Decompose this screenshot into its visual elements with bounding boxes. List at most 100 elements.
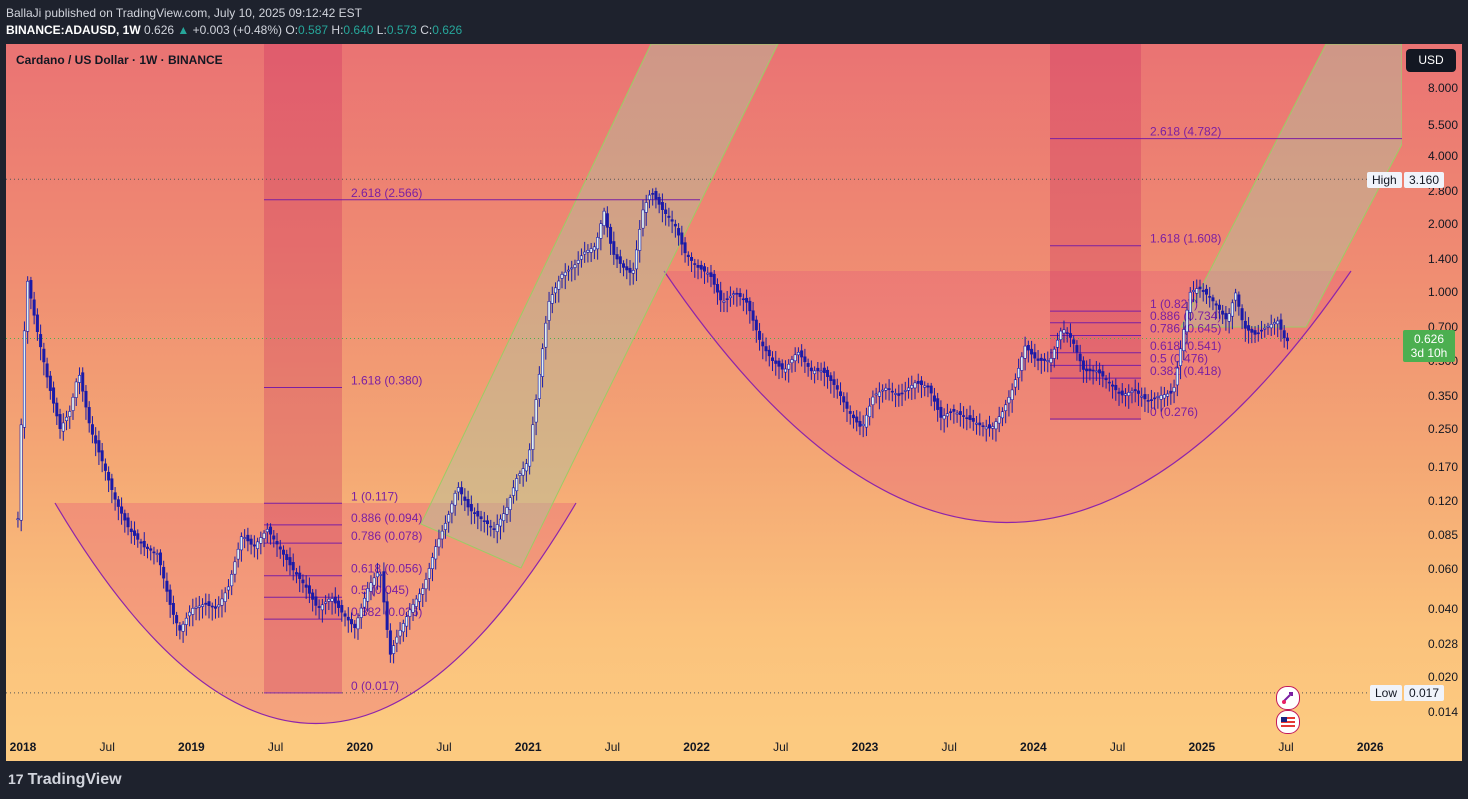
candle-body — [570, 267, 574, 270]
candle-body — [1078, 353, 1082, 362]
candle-body — [48, 375, 52, 391]
candle-body — [1185, 309, 1189, 333]
candle-body — [1263, 327, 1267, 330]
chart-plot-area[interactable]: 2.618 (2.566) 1.618 (0.380) 1 (0.117) 0.886… — [6, 44, 1402, 734]
candle-body — [693, 263, 697, 265]
candle-body — [647, 194, 651, 200]
candle-body — [188, 611, 192, 617]
candle-body — [1124, 393, 1128, 396]
candle-body — [126, 517, 130, 528]
candle-body — [1043, 358, 1047, 361]
candle-body — [855, 416, 859, 423]
chart-title: Cardano / US Dollar · 1W · BINANCE — [16, 53, 223, 67]
candle-body — [184, 617, 188, 625]
candle-body — [479, 516, 483, 520]
fib-right-level-label: 0.382 (0.418) — [1150, 364, 1221, 378]
candle-body — [819, 370, 823, 373]
candle-body — [165, 580, 169, 592]
candle-body — [498, 518, 502, 527]
candle-body — [408, 609, 412, 617]
candle-body — [800, 350, 804, 358]
candle-body — [628, 267, 632, 273]
candle-body — [1221, 310, 1225, 315]
candle-body — [1140, 395, 1144, 398]
candle-body — [337, 600, 341, 608]
price-tick-label: 0.040 — [1427, 601, 1458, 616]
candle-body — [806, 363, 810, 367]
candle-body — [278, 546, 282, 550]
candle-body — [550, 294, 554, 304]
candle-body — [962, 415, 966, 417]
fib-left-level-label: 0.618 (0.056) — [351, 562, 422, 576]
candle-body — [796, 352, 800, 356]
candle-body — [1250, 328, 1254, 333]
candle-body — [654, 191, 658, 200]
candle-body — [61, 422, 65, 432]
candle-body — [547, 301, 551, 321]
time-axis[interactable]: 2018 Jul 2019 Jul 2020 Jul 2021 Jul 2022 Jul 2023 J… — [6, 734, 1402, 761]
candle-body — [537, 373, 541, 399]
candle-body — [1085, 368, 1089, 372]
candle-body — [703, 266, 707, 272]
candle-body — [107, 471, 111, 481]
candle-body — [981, 425, 985, 428]
candle-body — [45, 363, 49, 378]
candle-body — [120, 506, 124, 514]
candle-body — [197, 605, 201, 608]
candle-body — [123, 513, 127, 521]
fib-right-level-label: 0 (0.276) — [1150, 405, 1198, 419]
candle-body — [949, 411, 953, 413]
candle-body — [1065, 332, 1069, 334]
candle-body — [521, 468, 525, 476]
candle-body — [343, 613, 347, 617]
candle-body — [803, 356, 807, 363]
candle-body — [783, 368, 787, 373]
candle-body — [991, 426, 995, 429]
candle-body — [356, 617, 360, 630]
last-price-value: 0.626 — [1413, 332, 1445, 346]
candle-body — [579, 255, 583, 260]
candle-body — [910, 385, 914, 389]
candle-body — [690, 257, 694, 261]
candle-body — [680, 232, 684, 245]
candle-body — [223, 592, 227, 602]
candle-body — [42, 348, 46, 363]
candle-body — [1230, 302, 1234, 317]
time-tick-label: 2019 — [178, 740, 205, 754]
tradingview-logo[interactable]: 17 TradingView — [8, 771, 122, 789]
candle-body — [868, 405, 872, 417]
candle-body — [683, 242, 687, 254]
currency-button[interactable]: USD — [1406, 49, 1456, 72]
price-tick-label: 8.000 — [1427, 81, 1458, 95]
candle-body — [942, 415, 946, 420]
candle-body — [887, 388, 891, 390]
us-flag-icon[interactable] — [1276, 710, 1300, 734]
fib-left-level-label: 0.786 (0.078) — [351, 529, 422, 543]
candle-body — [664, 209, 668, 215]
candle-body — [699, 264, 703, 270]
candle-body — [100, 450, 104, 462]
candle-body — [774, 360, 778, 364]
candle-body — [194, 606, 198, 609]
candle-body — [502, 513, 506, 521]
candle-body — [1243, 320, 1247, 329]
candle-body — [1081, 360, 1085, 370]
candle-body — [366, 588, 370, 602]
candle-body — [74, 381, 78, 398]
candle-body — [971, 417, 975, 422]
fib-left-level-label: 0 (0.017) — [351, 679, 399, 693]
candle-body — [32, 299, 36, 316]
candle-body — [955, 412, 959, 415]
candle-body — [256, 541, 260, 549]
candle-body — [534, 399, 538, 423]
price-axis[interactable]: 8.000 5.500 4.000 2.800 2.000 1.400 1.000 0.700… — [1402, 44, 1462, 734]
candle-body — [372, 577, 376, 586]
candle-body — [375, 572, 379, 578]
chart-svg[interactable]: 2.618 (2.566) 1.618 (0.380) 1 (0.117) 0.886… — [6, 44, 1402, 734]
candle-body — [158, 552, 162, 566]
rocket-icon[interactable] — [1276, 686, 1300, 710]
candle-body — [560, 274, 564, 279]
price-tick-label: 0.060 — [1427, 561, 1458, 576]
candle-body — [58, 414, 62, 429]
candle-body — [291, 562, 295, 571]
